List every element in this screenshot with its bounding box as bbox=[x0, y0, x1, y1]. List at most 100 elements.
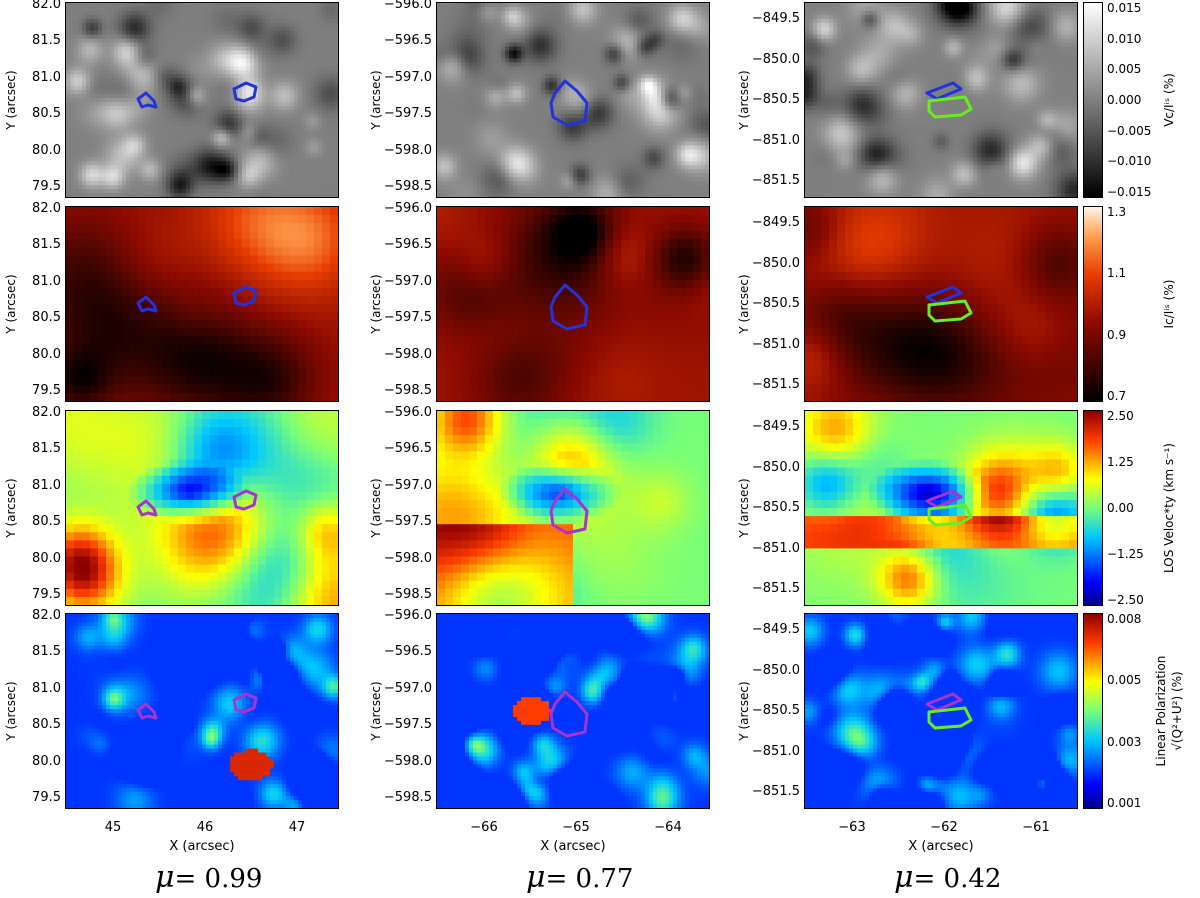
contour-1 bbox=[927, 503, 973, 527]
contour-0 bbox=[549, 690, 589, 738]
y-tick-label: −851.0 bbox=[740, 338, 800, 351]
map-panel-r3-c2 bbox=[804, 613, 1078, 809]
y-tick-label: 81.5 bbox=[1, 238, 61, 251]
contour-0 bbox=[136, 91, 158, 109]
colorbar-tick-label: 1.3 bbox=[1107, 206, 1126, 218]
y-tick-label: 81.5 bbox=[1, 442, 61, 455]
y-tick-label: 80.5 bbox=[1, 311, 61, 324]
mu-label: μ= 0.77 bbox=[526, 860, 633, 895]
y-tick-label: −597.5 bbox=[372, 718, 432, 731]
contour-0 bbox=[925, 489, 963, 509]
colorbar-label: Linear Polarization bbox=[1154, 621, 1168, 801]
y-tick-label: −849.5 bbox=[740, 216, 800, 229]
colorbar-tick-label: 0.010 bbox=[1107, 33, 1141, 45]
heatmap-svg bbox=[66, 3, 338, 197]
y-tick-label: 80.0 bbox=[1, 552, 61, 565]
y-tick-label: −598.5 bbox=[372, 791, 432, 804]
colorbar-tick-label: 1.25 bbox=[1107, 456, 1134, 468]
y-tick-label: −598.0 bbox=[372, 552, 432, 565]
y-tick-label: 81.0 bbox=[1, 71, 61, 84]
y-tick-label: −597.0 bbox=[372, 682, 432, 695]
y-tick-label: −596.5 bbox=[372, 238, 432, 251]
colorbar-label: Vᴄ/Iⁱˢ (%) bbox=[1162, 10, 1176, 190]
y-tick-label: 81.0 bbox=[1, 275, 61, 288]
y-tick-label: −851.5 bbox=[740, 174, 800, 187]
x-tick-label: 45 bbox=[83, 821, 143, 834]
y-tick-label: 81.5 bbox=[1, 645, 61, 658]
y-tick-label: −851.0 bbox=[740, 134, 800, 147]
y-axis-label: Y (arcsec) bbox=[4, 244, 18, 364]
y-tick-label: −851.0 bbox=[740, 745, 800, 758]
map-panel-r1-c0 bbox=[65, 206, 339, 402]
map-panel-r2-c0 bbox=[65, 410, 339, 606]
colorbar-tick-label: 2.50 bbox=[1107, 410, 1134, 422]
contour-0 bbox=[925, 692, 963, 712]
contour-0 bbox=[549, 487, 589, 535]
map-panel-r0-c0 bbox=[65, 2, 339, 198]
colorbar bbox=[1083, 206, 1103, 402]
y-tick-label: −851.5 bbox=[740, 785, 800, 798]
mu-label: μ= 0.42 bbox=[894, 860, 1001, 895]
heatmap-svg bbox=[66, 207, 338, 401]
y-tick-label: 79.5 bbox=[1, 791, 61, 804]
y-axis-label: Y (arcsec) bbox=[369, 448, 383, 568]
x-axis-label: X (arcsec) bbox=[493, 839, 653, 854]
colorbar-tick-label: 0.008 bbox=[1107, 613, 1141, 625]
colorbar-label: Iᴄ/Iⁱˢ (%) bbox=[1162, 214, 1176, 394]
contour-1 bbox=[232, 285, 258, 307]
heatmap-svg bbox=[805, 411, 1077, 605]
y-tick-label: −596.0 bbox=[372, 202, 432, 215]
contour-0 bbox=[549, 79, 589, 127]
colorbar-tick-label: 0.005 bbox=[1107, 674, 1141, 686]
y-axis-label: Y (arcsec) bbox=[737, 40, 751, 160]
y-tick-label: −850.5 bbox=[740, 501, 800, 514]
mu-label: μ= 0.99 bbox=[155, 860, 262, 895]
x-tick-label: −64 bbox=[638, 821, 698, 834]
x-axis-label: X (arcsec) bbox=[122, 839, 282, 854]
y-tick-label: −851.5 bbox=[740, 378, 800, 391]
x-tick-label: −62 bbox=[914, 821, 974, 834]
x-tick-label: −66 bbox=[454, 821, 514, 834]
contour-0 bbox=[136, 702, 158, 720]
colorbar-tick-label: 0.005 bbox=[1107, 63, 1141, 75]
y-tick-label: −598.0 bbox=[372, 348, 432, 361]
y-axis-label: Y (arcsec) bbox=[737, 244, 751, 364]
colorbar-tick-label: 0.000 bbox=[1107, 94, 1141, 106]
y-axis-label: Y (arcsec) bbox=[737, 651, 751, 771]
contour-1 bbox=[927, 299, 973, 323]
y-tick-label: 79.5 bbox=[1, 384, 61, 397]
y-tick-label: −597.0 bbox=[372, 479, 432, 492]
y-tick-label: −597.5 bbox=[372, 515, 432, 528]
map-panel-r0-c2 bbox=[804, 2, 1078, 198]
heatmap-svg bbox=[66, 411, 338, 605]
x-tick-label: −63 bbox=[822, 821, 882, 834]
y-tick-label: −849.5 bbox=[740, 12, 800, 25]
heatmap-svg bbox=[805, 3, 1077, 197]
x-tick-label: −65 bbox=[546, 821, 606, 834]
y-tick-label: −850.5 bbox=[740, 297, 800, 310]
map-panel-r0-c1 bbox=[436, 2, 710, 198]
colorbar-tick-label: −0.015 bbox=[1107, 186, 1151, 198]
y-tick-label: −597.5 bbox=[372, 311, 432, 324]
y-tick-label: −850.0 bbox=[740, 664, 800, 677]
map-panel-r2-c2 bbox=[804, 410, 1078, 606]
y-tick-label: −597.0 bbox=[372, 71, 432, 84]
heatmap-svg bbox=[805, 614, 1077, 808]
y-axis-label: Y (arcsec) bbox=[369, 40, 383, 160]
colorbar-label-2: √(Q²+U²) (%) bbox=[1170, 621, 1184, 801]
y-tick-label: −596.5 bbox=[372, 645, 432, 658]
y-tick-label: −850.5 bbox=[740, 704, 800, 717]
colorbar-tick-label: 0.003 bbox=[1107, 736, 1141, 748]
map-panel-r2-c1 bbox=[436, 410, 710, 606]
y-axis-label: Y (arcsec) bbox=[4, 40, 18, 160]
contour-0 bbox=[925, 81, 963, 101]
y-tick-label: −849.5 bbox=[740, 420, 800, 433]
y-tick-label: −596.5 bbox=[372, 34, 432, 47]
contour-1 bbox=[232, 692, 258, 714]
contour-0 bbox=[136, 499, 158, 517]
map-panel-r1-c1 bbox=[436, 206, 710, 402]
x-tick-label: −61 bbox=[1006, 821, 1066, 834]
y-tick-label: −850.5 bbox=[740, 93, 800, 106]
y-tick-label: −598.5 bbox=[372, 180, 432, 193]
map-panel-r1-c2 bbox=[804, 206, 1078, 402]
